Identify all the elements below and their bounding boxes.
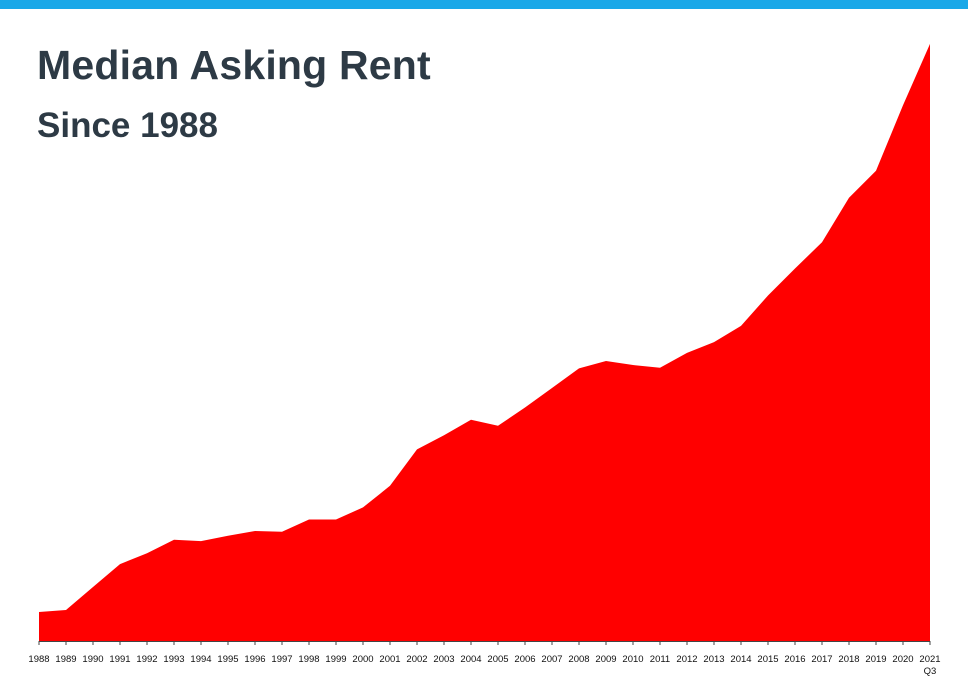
chart-subtitle: Since 1988 bbox=[37, 106, 218, 145]
x-tick-label-2009: 2009 bbox=[595, 654, 616, 665]
x-tick-label-2003: 2003 bbox=[433, 654, 454, 665]
x-tick-label-2017: 2017 bbox=[811, 654, 832, 665]
area-series bbox=[39, 43, 930, 642]
x-tick-label-1990: 1990 bbox=[82, 654, 103, 665]
x-tick-label-2001: 2001 bbox=[379, 654, 400, 665]
x-tick-label-2021: 2021 bbox=[919, 654, 940, 665]
x-tick-label-2018: 2018 bbox=[838, 654, 859, 665]
x-tick-label-1989: 1989 bbox=[55, 654, 76, 665]
x-tick-label-1994: 1994 bbox=[190, 654, 211, 665]
x-tick-label-2006: 2006 bbox=[514, 654, 535, 665]
x-tick-label-2011: 2011 bbox=[650, 654, 670, 665]
x-tick-label-note: Q3 bbox=[924, 666, 937, 676]
x-tick-label-1991: 1991 bbox=[109, 654, 130, 665]
x-tick-label-1992: 1992 bbox=[136, 654, 157, 665]
x-tick-label-2019: 2019 bbox=[865, 654, 886, 665]
x-tick-label-2005: 2005 bbox=[487, 654, 508, 665]
top-accent-bar bbox=[0, 0, 968, 9]
x-tick-label-2014: 2014 bbox=[730, 654, 751, 665]
x-tick-label-1988: 1988 bbox=[28, 654, 49, 665]
x-tick-label-2020: 2020 bbox=[892, 654, 913, 665]
x-tick-label-1995: 1995 bbox=[217, 654, 238, 665]
x-tick-label-2004: 2004 bbox=[460, 654, 481, 665]
x-tick-label-1998: 1998 bbox=[298, 654, 319, 665]
x-tick-label-2015: 2015 bbox=[757, 654, 778, 665]
x-tick-label-2013: 2013 bbox=[703, 654, 724, 665]
x-tick-label-1993: 1993 bbox=[163, 654, 184, 665]
x-tick-label-1996: 1996 bbox=[244, 654, 265, 665]
x-tick-label-2000: 2000 bbox=[352, 654, 373, 665]
x-tick-label-2002: 2002 bbox=[406, 654, 427, 665]
x-tick-label-2010: 2010 bbox=[622, 654, 643, 665]
x-tick-label-2012: 2012 bbox=[676, 654, 697, 665]
x-tick-label-2008: 2008 bbox=[568, 654, 589, 665]
x-tick-label-1999: 1999 bbox=[325, 654, 346, 665]
x-tick-label-1997: 1997 bbox=[271, 654, 292, 665]
x-tick-label-2007: 2007 bbox=[541, 654, 562, 665]
chart-title: Median Asking Rent bbox=[37, 42, 431, 88]
x-tick-label-2016: 2016 bbox=[784, 654, 805, 665]
